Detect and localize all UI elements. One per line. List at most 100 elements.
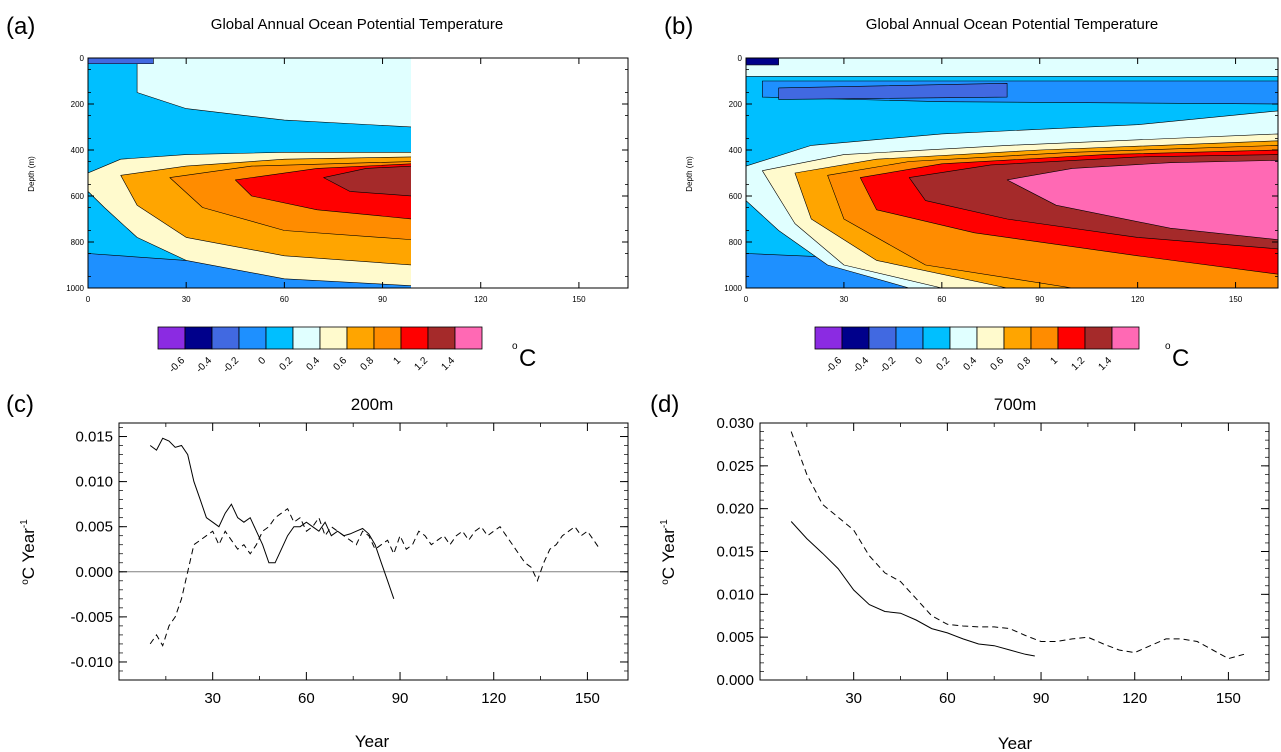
panel-a-ytick-label: 1000 <box>66 284 84 293</box>
cbarB-swatch-4 <box>922 326 951 350</box>
panel-b-xtick-label: 90 <box>1035 295 1044 304</box>
panel-c: (c) 200m oC Year-1 Year 30 60 90 120 150 0.01… <box>6 391 629 751</box>
cbarB-swatch-9 <box>1057 326 1086 350</box>
colorbar-b: -0.6 -0.4 -0.2 0 0.2 0.4 0.6 0.8 1 1.2 1.4 <box>814 326 1140 375</box>
cbarA-swatch-5 <box>292 326 321 350</box>
panel-d-ytick-label: 0.000 <box>716 672 754 689</box>
cbarA-swatch-2 <box>211 326 240 350</box>
cbarB-swatch-2 <box>868 326 897 350</box>
colorbar-b-unit-text: C <box>1172 345 1189 372</box>
panel-c-ylabel: oC Year-1 <box>19 519 38 585</box>
panel-a-axes: 0 30 60 90 120 150 0 200 400 600 800 1000 <box>66 54 628 304</box>
panel-b-contour-band-9 <box>778 83 1008 100</box>
cbarB-swatch-3 <box>895 326 924 350</box>
panel-d-xlabel: Year <box>998 734 1033 752</box>
panel-a-plot-area <box>88 58 411 288</box>
panel-b-axes: 0 30 60 90 120 150 0 200 400 600 800 1000 <box>724 54 1278 304</box>
cbarA-swatch-10 <box>427 326 456 350</box>
panel-a-ylabel: Depth (m) <box>27 156 36 192</box>
panel-d-series-solid <box>790 521 1035 657</box>
panel-d-ylabel-text: oC Year-1 <box>659 519 678 585</box>
panel-a-contour-band-8 <box>136 58 411 128</box>
panel-a-frame <box>87 57 629 289</box>
panel-a-ytick-label: 200 <box>71 100 85 109</box>
colorbar-a-unit-sup: o <box>512 341 518 352</box>
colorbar-a-unit: o C <box>512 341 536 372</box>
cbarB-label: 1.4 <box>1097 355 1115 373</box>
panel-b-ytick-label: 400 <box>729 146 743 155</box>
cbarB-swatch-1 <box>841 326 870 350</box>
panel-d-ylabel: oC Year-1 <box>659 519 678 585</box>
cbarA-label: 1 <box>391 355 403 367</box>
panel-d-series-dashed <box>790 431 1245 660</box>
panel-b-ytick-label: 600 <box>729 192 743 201</box>
panel-c-xtick-label: 120 <box>481 690 506 707</box>
panel-d-ytick-label: 0.005 <box>716 629 754 646</box>
panel-c-xlabel: Year <box>355 732 390 751</box>
panel-b-ytick-label: 800 <box>729 238 743 247</box>
colorbar-a-unit-text: C <box>519 345 536 372</box>
panel-d-frame <box>759 422 1270 681</box>
panel-d-xtick-label: 60 <box>939 690 956 707</box>
cbarA-swatch-9 <box>400 326 429 350</box>
panel-d-label: (d) <box>650 391 679 418</box>
cbarB-label: 0.6 <box>989 355 1007 373</box>
cbarB-swatch-5 <box>949 326 978 350</box>
cbarA-swatch-11 <box>454 326 483 350</box>
cbarB-label: 0.2 <box>935 355 953 373</box>
cbarB-label: 0.4 <box>962 355 980 373</box>
panel-d-axes: 30 60 90 120 150 0.030 0.025 0.020 0.015 0.010 0.0… <box>716 415 1269 707</box>
panel-a-contour-band-9 <box>88 58 154 65</box>
cbarA-label: 0.6 <box>332 355 350 373</box>
panel-a-xtick-label: 90 <box>378 295 387 304</box>
cbarA-label: -0.2 <box>221 355 241 375</box>
cbarA-label: 1.2 <box>413 355 431 373</box>
panel-d-ytick-label: 0.010 <box>716 586 754 603</box>
cbarB-swatch-7 <box>1003 326 1032 350</box>
panel-b-xtick-label: 60 <box>937 295 946 304</box>
panel-b-ytick-label: 1000 <box>724 284 742 293</box>
panel-c-xtick-label: 90 <box>392 690 409 707</box>
panel-c-series-solid <box>149 437 395 599</box>
cbarA-swatch-4 <box>265 326 294 350</box>
panel-c-series-dashed <box>149 507 601 647</box>
panel-b-label: (b) <box>664 13 693 40</box>
panel-d-title: 700m <box>994 395 1037 414</box>
panel-a-title: Global Annual Ocean Potential Temperatur… <box>211 16 503 33</box>
panel-b-contour-band-6 <box>1006 160 1278 240</box>
panel-c-ytick-label: 0.015 <box>75 429 113 446</box>
panel-a-contour-band-4 <box>323 165 411 197</box>
panel-d: (d) 700m oC Year-1 Year 30 60 90 120 150 0.03… <box>650 391 1270 752</box>
cbarB-label: -0.6 <box>824 355 844 375</box>
cbarA-label: -0.4 <box>194 355 214 375</box>
cbarB-swatch-6 <box>976 326 1005 350</box>
panel-d-ytick-label: 0.030 <box>716 415 754 432</box>
panel-d-xtick-label: 120 <box>1122 690 1147 707</box>
panel-a: (a) Global Annual Ocean Potential Temper… <box>6 13 629 304</box>
panel-c-label: (c) <box>6 391 34 418</box>
cbarA-label: 0.2 <box>278 355 296 373</box>
panel-a-xtick-label: 60 <box>280 295 289 304</box>
colorbar-a: -0.6 -0.4 -0.2 0 0.2 0.4 0.6 0.8 1 1.2 1.4 <box>157 326 483 375</box>
cbarB-swatch-10 <box>1084 326 1113 350</box>
panel-c-plot-area <box>119 437 628 647</box>
cbarB-label: 0.8 <box>1016 355 1034 373</box>
panel-d-plot-area <box>790 431 1245 660</box>
cbarB-label: 1 <box>1048 355 1060 367</box>
cbarA-label: 1.4 <box>440 355 458 373</box>
panel-c-ytick-label: -0.005 <box>70 609 113 626</box>
panel-d-ytick-label: 0.015 <box>716 544 754 561</box>
panel-c-xtick-label: 150 <box>575 690 600 707</box>
panel-b-contour-band-10 <box>746 58 779 66</box>
cbarA-swatch-8 <box>373 326 402 350</box>
cbarA-swatch-7 <box>346 326 375 350</box>
cbarA-label: -0.6 <box>167 355 187 375</box>
panel-a-xtick-label: 30 <box>182 295 191 304</box>
panel-b-ytick-label: 200 <box>729 100 743 109</box>
cbarB-label: 0 <box>913 355 925 367</box>
cbarA-label: 0.8 <box>359 355 377 373</box>
panel-a-xtick-label: 150 <box>572 295 586 304</box>
panel-d-xtick-label: 90 <box>1033 690 1050 707</box>
panel-c-ytick-label: 0.010 <box>75 474 113 491</box>
cbarB-label: -0.2 <box>878 355 898 375</box>
